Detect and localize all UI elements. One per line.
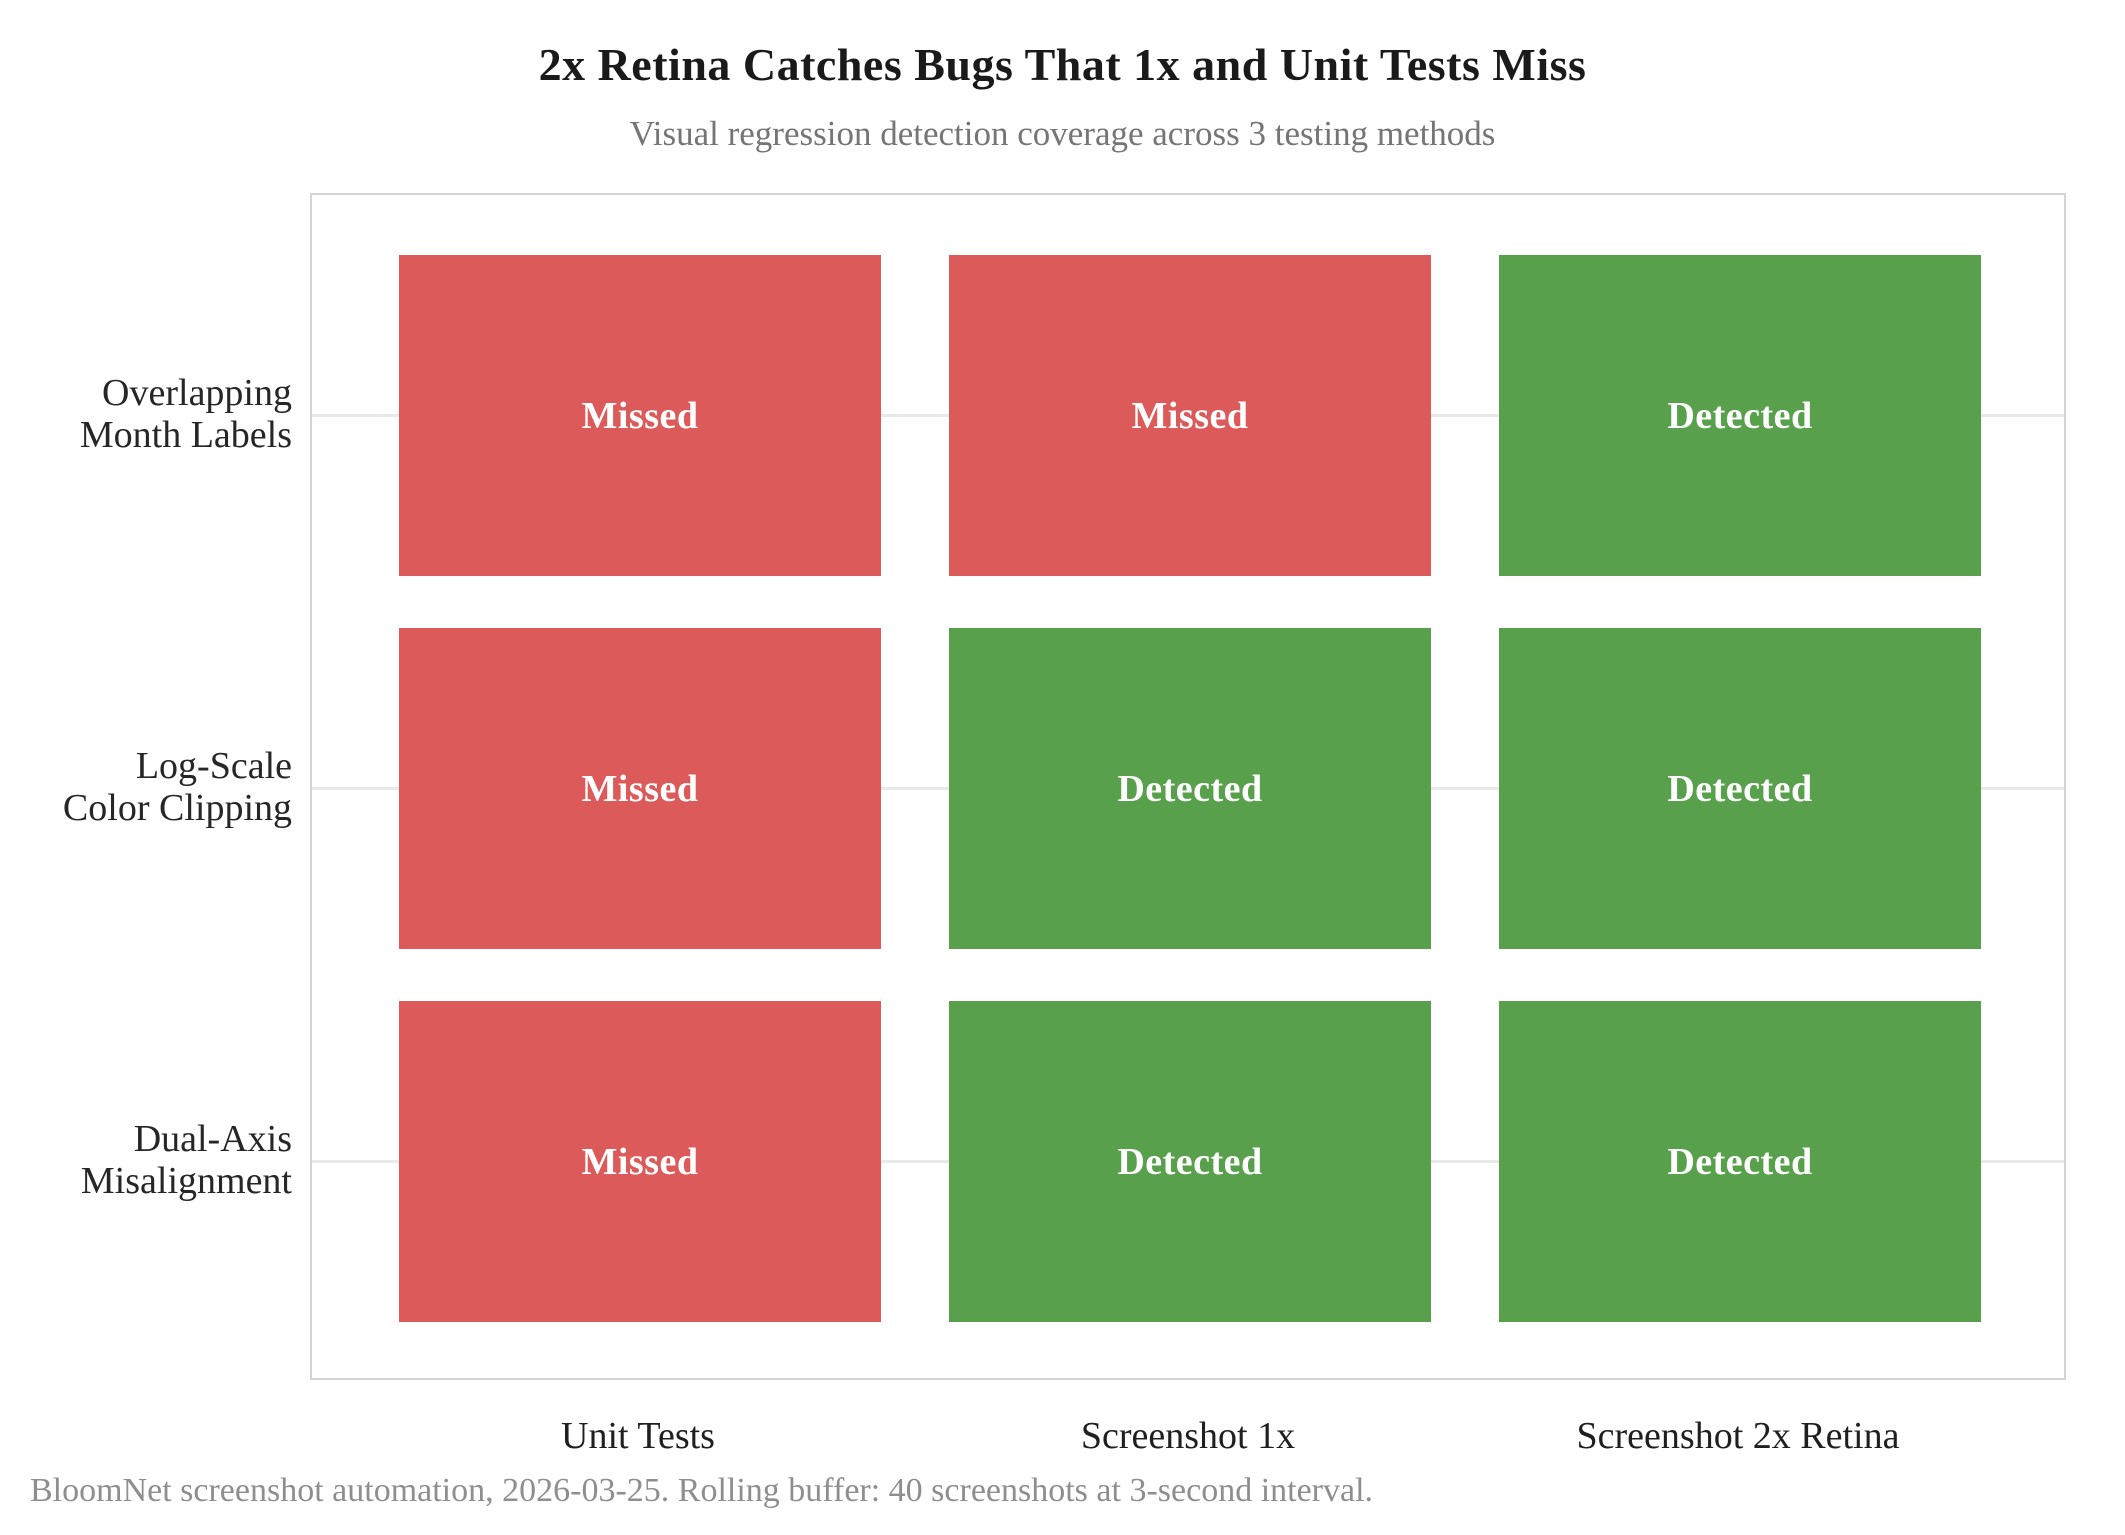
cell-label: Missed [581, 1140, 699, 1183]
cell-label: Missed [581, 767, 699, 810]
heatmap-cell: Detected [1499, 255, 1981, 576]
heatmap-cell: Missed [399, 1001, 881, 1322]
y-tick-label: Dual-Axis Misalignment [80, 1117, 292, 1202]
cell-label: Detected [1117, 767, 1263, 810]
x-tick-label: Unit Tests [561, 1415, 715, 1457]
heatmap-cell: Missed [399, 255, 881, 576]
cell-label: Missed [1131, 394, 1249, 437]
cell-label: Detected [1667, 767, 1813, 810]
caption: BloomNet screenshot automation, 2026-03-… [30, 1472, 1374, 1509]
chart-title: 2x Retina Catches Bugs That 1x and Unit … [538, 39, 1587, 90]
cell-label: Missed [581, 394, 699, 437]
x-tick-label: Screenshot 1x [1080, 1415, 1296, 1457]
plot-area: Missed Missed Detected Missed Detected Detect… [310, 193, 2066, 1380]
cell-label: Detected [1117, 1140, 1263, 1183]
chart-subtitle: Visual regression detection coverage acr… [629, 114, 1496, 153]
x-tick-label: Screenshot 2x Retina [1576, 1415, 1900, 1457]
heatmap-cell: Detected [949, 628, 1431, 949]
heatmap-cell: Detected [1499, 628, 1981, 949]
heatmap-cell: Missed [399, 628, 881, 949]
y-tick-label: Log-Scale Color Clipping [62, 744, 292, 829]
heatmap-cell: Missed [949, 255, 1431, 576]
cell-label: Detected [1667, 394, 1813, 437]
cell-label: Detected [1667, 1140, 1813, 1183]
heatmap-cell: Detected [1499, 1001, 1981, 1322]
heatmap-cell: Detected [949, 1001, 1431, 1322]
y-tick-label: Overlapping Month Labels [79, 371, 292, 456]
